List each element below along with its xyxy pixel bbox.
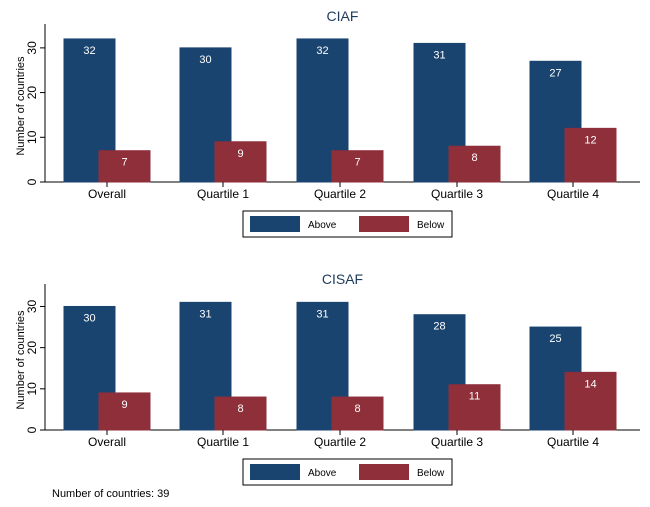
data-label-above-1: 32 xyxy=(83,45,95,57)
legend-label-below: Below xyxy=(417,468,445,479)
legend-swatch-above xyxy=(250,464,300,480)
x-tick-label-2: Quartile 1 xyxy=(197,187,249,201)
bar-below-1 xyxy=(98,392,151,431)
y-tick-label-0: 0 xyxy=(25,178,39,185)
legend-label-above: Above xyxy=(308,220,337,231)
data-label-below-1: 9 xyxy=(121,399,127,411)
data-label-above-3: 32 xyxy=(316,45,328,57)
data-label-below-4: 11 xyxy=(469,391,480,403)
data-label-below-4: 8 xyxy=(471,152,477,164)
y-tick-label-10: 10 xyxy=(25,382,39,396)
legend-swatch-below xyxy=(359,216,409,232)
x-tick-label-1: Overall xyxy=(88,435,126,449)
y-tick-label-30: 30 xyxy=(25,299,39,313)
chart-title-2: CISAF xyxy=(322,271,363,287)
bar-above-4 xyxy=(413,314,466,431)
bar-below-3 xyxy=(331,396,384,431)
data-label-below-2: 8 xyxy=(237,403,243,415)
data-label-below-5: 14 xyxy=(584,378,596,390)
y-axis-label-2: Number of countries xyxy=(15,310,27,410)
bar-below-2 xyxy=(214,396,267,431)
data-label-below-1: 7 xyxy=(121,157,127,169)
data-label-above-2: 30 xyxy=(199,54,211,66)
x-tick-label-3: Quartile 2 xyxy=(314,435,366,449)
data-label-above-5: 27 xyxy=(549,67,561,79)
y-tick-label-0: 0 xyxy=(25,426,39,433)
data-label-above-2: 31 xyxy=(199,308,211,320)
data-label-above-4: 28 xyxy=(433,321,445,333)
y-tick-label-30: 30 xyxy=(25,41,39,55)
x-tick-label-4: Quartile 3 xyxy=(431,187,483,201)
x-tick-label-3: Quartile 2 xyxy=(314,187,366,201)
x-tick-label-2: Quartile 1 xyxy=(197,435,249,449)
legend-label-above: Above xyxy=(308,468,337,479)
x-tick-label-5: Quartile 4 xyxy=(547,435,599,449)
bar-below-3 xyxy=(331,150,384,183)
legend-swatch-above xyxy=(250,216,300,232)
data-label-below-3: 7 xyxy=(354,157,360,169)
y-tick-label-20: 20 xyxy=(25,341,39,355)
x-tick-label-5: Quartile 4 xyxy=(547,187,599,201)
data-label-below-2: 9 xyxy=(237,148,243,160)
bar-below-1 xyxy=(98,150,151,183)
chart-title-1: CIAF xyxy=(327,8,359,24)
y-tick-label-20: 20 xyxy=(25,86,39,100)
y-axis-label-1: Number of countries xyxy=(15,56,27,156)
legend-swatch-below xyxy=(359,464,409,480)
bar-below-5 xyxy=(564,371,617,431)
bar-below-4 xyxy=(448,145,501,183)
x-tick-label-1: Overall xyxy=(88,187,126,201)
data-label-above-4: 31 xyxy=(433,49,445,61)
data-label-above-1: 30 xyxy=(83,312,95,324)
footnote: Number of countries: 39 xyxy=(52,488,170,500)
legend-label-below: Below xyxy=(417,220,445,231)
data-label-below-5: 12 xyxy=(584,134,596,146)
bar-below-2 xyxy=(214,141,267,183)
bar-below-4 xyxy=(448,384,501,431)
data-label-above-3: 31 xyxy=(316,308,328,320)
data-label-above-5: 25 xyxy=(549,333,561,345)
y-tick-label-10: 10 xyxy=(25,130,39,144)
bar-below-5 xyxy=(564,127,617,183)
x-tick-label-4: Quartile 3 xyxy=(431,435,483,449)
data-label-below-3: 8 xyxy=(354,403,360,415)
